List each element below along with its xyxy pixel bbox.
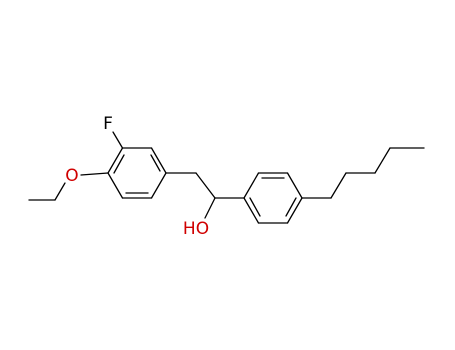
atom-label: F bbox=[103, 114, 113, 134]
bond bbox=[374, 147, 391, 174]
atom-label: HO bbox=[183, 219, 209, 239]
bond bbox=[243, 197, 260, 224]
bond bbox=[330, 172, 347, 199]
atom-label: O bbox=[65, 166, 78, 186]
bond bbox=[150, 172, 167, 199]
bond bbox=[54, 182, 66, 201]
double-bond bbox=[285, 197, 297, 217]
bond bbox=[107, 172, 124, 199]
bond bbox=[112, 131, 124, 149]
double-bond bbox=[249, 197, 261, 217]
bond bbox=[204, 197, 216, 219]
bond bbox=[80, 172, 109, 176]
bond bbox=[195, 172, 216, 199]
bonds bbox=[28, 131, 425, 224]
bond bbox=[150, 147, 167, 174]
double-bond bbox=[113, 154, 125, 174]
double-bond bbox=[150, 154, 161, 172]
bond bbox=[286, 197, 303, 224]
bond bbox=[243, 172, 260, 199]
bond bbox=[286, 172, 303, 199]
bond bbox=[107, 147, 124, 174]
